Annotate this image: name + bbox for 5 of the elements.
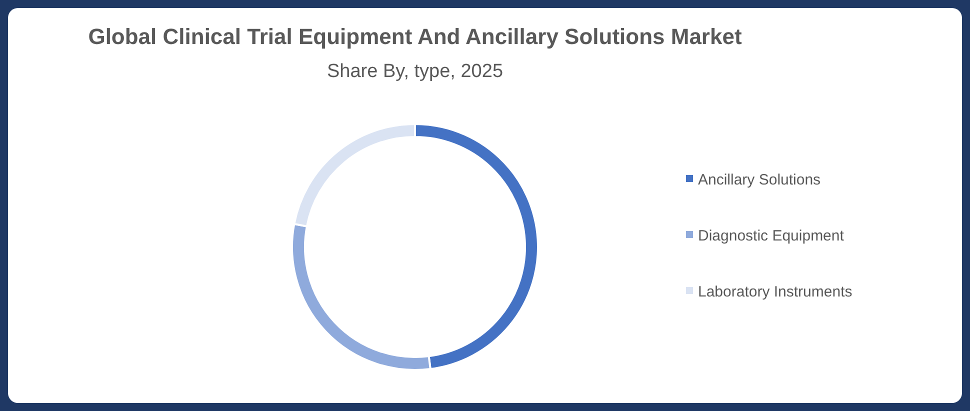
chart-subtitle: Share By, type, 2025 (326, 61, 504, 82)
legend-label: Diagnostic Equipment (698, 227, 845, 244)
legend-label: Ancillary Solutions (698, 171, 821, 188)
chart-title: Global Clinical Trial Equipment And Ancillary Solutions Market (88, 24, 742, 49)
legend-label: Laboratory Instruments (698, 283, 852, 300)
